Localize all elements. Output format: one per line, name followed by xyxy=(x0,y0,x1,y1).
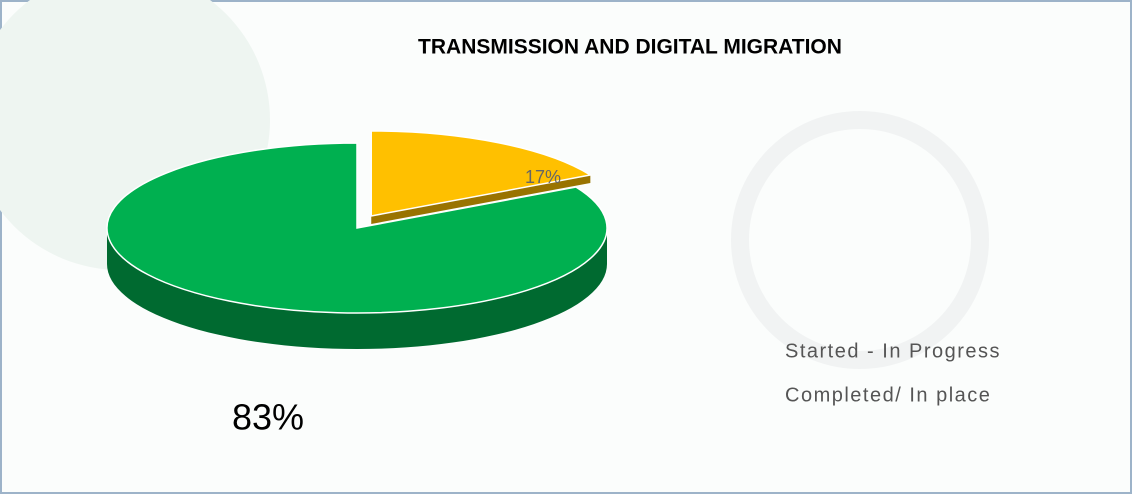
data-label: 17% xyxy=(525,167,561,187)
pie-slice-side xyxy=(371,175,591,224)
pie-slice xyxy=(106,142,608,314)
background-decoration xyxy=(731,111,989,369)
pie-slice-side xyxy=(107,228,607,349)
data-label: 83% xyxy=(232,397,304,438)
legend-entry: Started - In Progress xyxy=(785,340,1001,362)
pie-slice xyxy=(370,130,593,217)
chart-title: TRANSMISSION AND DIGITAL MIGRATION xyxy=(418,36,842,59)
legend-entry: Completed/ In place xyxy=(785,384,991,406)
